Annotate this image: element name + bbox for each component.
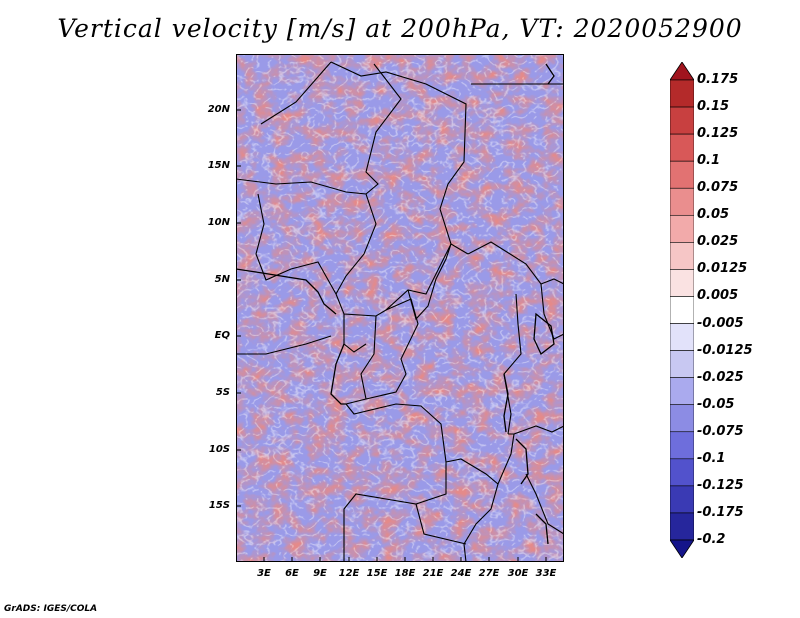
- colorbar-label: 0.025: [697, 234, 739, 250]
- colorbar-label: 0.1: [697, 153, 721, 169]
- colorbar-label: 0.075: [697, 180, 739, 196]
- lon-label-9e: 9E: [313, 568, 327, 579]
- lon-label-18e: 18E: [394, 568, 416, 579]
- colorbar-bin: [670, 350, 694, 378]
- colorbar-label: -0.125: [697, 477, 744, 493]
- colorbar-label: -0.1: [697, 450, 726, 466]
- lon-label-27e: 27E: [478, 568, 500, 579]
- colorbar-label: 0.15: [697, 99, 730, 115]
- colorbar-bin: [670, 269, 694, 297]
- colorbar-label: 0.05: [697, 207, 730, 223]
- lon-label-6e: 6E: [285, 568, 299, 579]
- lon-label-30e: 30E: [507, 568, 529, 579]
- colorbar-label: 0.125: [697, 126, 739, 142]
- colorbar-bin: [670, 512, 694, 541]
- colorbar-bin: [670, 458, 694, 487]
- colorbar-bin: [670, 214, 694, 243]
- colorbar-label: -0.075: [697, 423, 744, 439]
- colorbar-label: -0.05: [697, 396, 735, 412]
- colorbar: [670, 62, 694, 558]
- lon-label-12e: 12E: [338, 568, 360, 579]
- lon-label-15e: 15E: [366, 568, 388, 579]
- colorbar-bin: [670, 404, 694, 433]
- lat-label-5s: 5S: [215, 387, 230, 398]
- lat-label-15n: 15N: [207, 160, 230, 171]
- colorbar-label: -0.025: [697, 369, 744, 385]
- lat-label-20n: 20N: [207, 104, 230, 115]
- lat-ticks: [236, 109, 241, 507]
- colorbar-top-arrow: [670, 62, 694, 81]
- colorbar-label: -0.005: [697, 315, 744, 331]
- lat-label-10n: 10N: [207, 217, 230, 228]
- colorbar-label: 0.175: [697, 72, 739, 87]
- colorbar-bin: [670, 187, 694, 216]
- near-zero-field: [236, 54, 564, 562]
- colorbar-label: -0.0125: [697, 342, 753, 358]
- lat-label-15s: 15S: [208, 500, 230, 511]
- country-borders: [236, 61, 564, 562]
- colorbar-bin: [670, 296, 694, 324]
- colorbar-bin: [670, 79, 694, 108]
- colorbar-bin: [670, 106, 694, 135]
- colorbar-label: -0.175: [697, 504, 744, 520]
- velocity-map: [236, 54, 564, 562]
- lat-label-10s: 10S: [208, 444, 230, 455]
- lon-label-21e: 21E: [422, 568, 444, 579]
- colorbar-label: 0.005: [697, 288, 739, 304]
- lat-label-5n: 5N: [214, 274, 230, 285]
- colorbar-bin: [670, 485, 694, 514]
- coastlines-lakes: [236, 63, 555, 545]
- colorbar-label: -0.2: [697, 532, 726, 547]
- colorbar-bin: [670, 242, 694, 270]
- map-frame: [236, 54, 564, 562]
- colorbar-bottom-arrow: [670, 539, 694, 558]
- lon-label-33e: 33E: [535, 568, 557, 579]
- colorbar-bin: [670, 133, 694, 162]
- colorbar-label: 0.0125: [697, 261, 748, 277]
- colorbar-bin: [670, 160, 694, 189]
- colorbar-bin: [670, 323, 694, 351]
- colorbar-bin: [670, 377, 694, 406]
- lat-label-eq: EQ: [214, 330, 230, 341]
- lon-label-24e: 24E: [450, 568, 472, 579]
- grads-credit: GrADS: IGES/COLA: [4, 604, 98, 614]
- lon-ticks: [263, 557, 547, 562]
- lon-label-3e: 3E: [257, 568, 271, 579]
- colorbar-bin: [670, 431, 694, 460]
- map-title: Vertical velocity [m/s] at 200hPa, VT: 2…: [57, 14, 743, 43]
